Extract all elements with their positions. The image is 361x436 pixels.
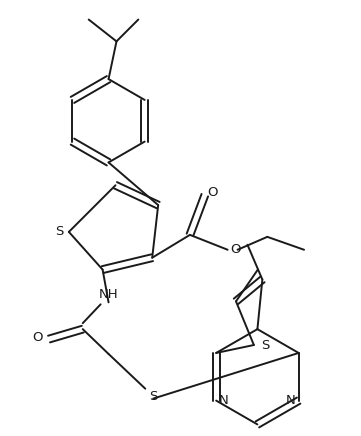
Text: S: S: [55, 225, 63, 238]
Text: S: S: [262, 338, 270, 351]
Text: NH: NH: [99, 288, 118, 301]
Text: O: O: [32, 330, 42, 344]
Text: O: O: [230, 243, 241, 256]
Text: S: S: [149, 390, 157, 403]
Text: O: O: [208, 186, 218, 199]
Text: N: N: [286, 394, 296, 407]
Text: N: N: [219, 394, 229, 407]
